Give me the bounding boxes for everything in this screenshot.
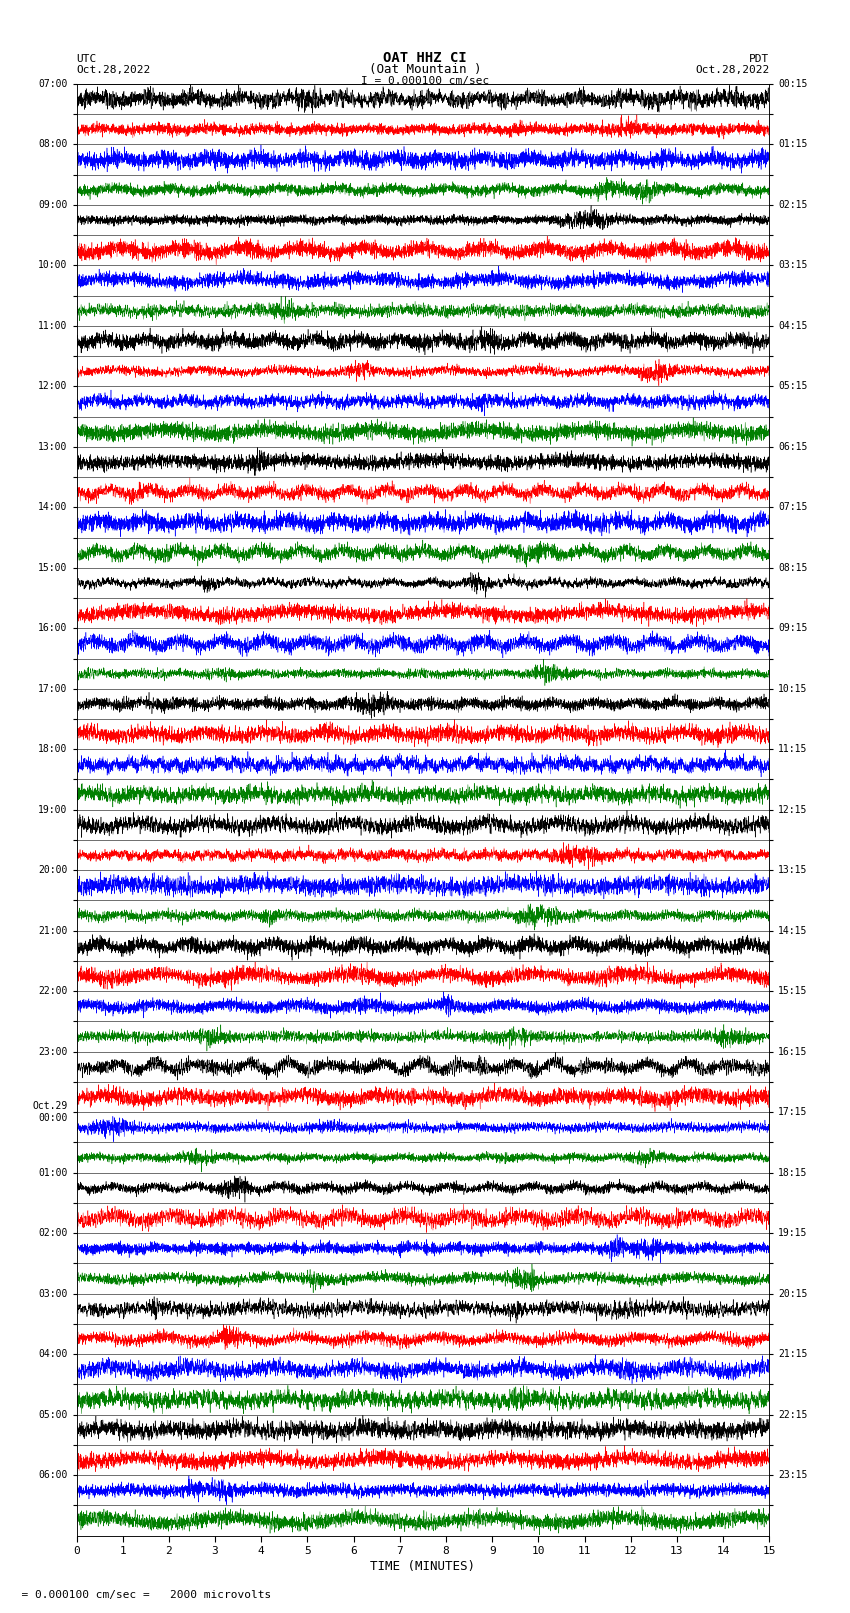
Text: Oct.28,2022: Oct.28,2022 [76,65,150,76]
Text: UTC: UTC [76,53,97,65]
Text: Oct.28,2022: Oct.28,2022 [695,65,769,76]
Text: OAT HHZ CI: OAT HHZ CI [383,52,467,65]
Text: PDT: PDT [749,53,769,65]
Text: I = 0.000100 cm/sec: I = 0.000100 cm/sec [361,76,489,85]
Text: = 0.000100 cm/sec =   2000 microvolts: = 0.000100 cm/sec = 2000 microvolts [8,1590,272,1600]
X-axis label: TIME (MINUTES): TIME (MINUTES) [371,1560,475,1573]
Text: (Oat Mountain ): (Oat Mountain ) [369,63,481,76]
